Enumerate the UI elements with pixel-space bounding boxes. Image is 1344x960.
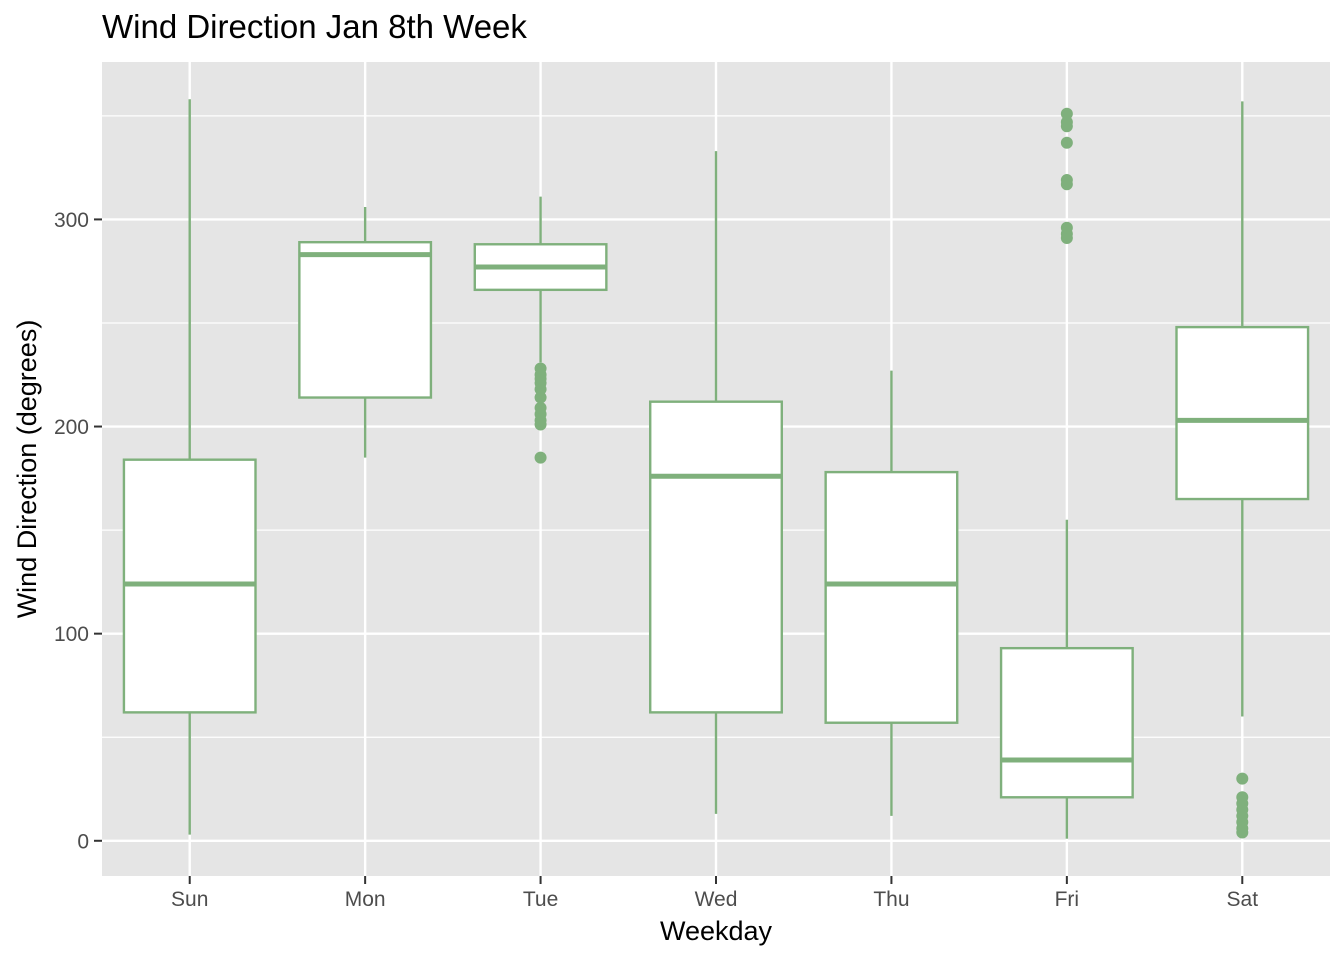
outlier-point <box>534 362 547 375</box>
y-tick-label: 300 <box>54 209 89 232</box>
x-axis-title: Weekday <box>660 916 773 946</box>
box-iqr <box>649 400 783 714</box>
box-mon <box>298 206 433 458</box>
box-thu <box>824 370 959 816</box>
x-tick-label: Sun <box>171 888 208 911</box>
outlier-point <box>1060 136 1073 149</box>
box-iqr <box>824 470 959 724</box>
box-series <box>122 99 1310 839</box>
outlier-point <box>534 451 547 464</box>
x-tick-label: Tue <box>523 888 558 911</box>
x-tick-label: Wed <box>695 888 738 911</box>
box-iqr <box>999 646 1134 799</box>
x-tick-label: Thu <box>873 888 909 911</box>
outlier-point <box>1060 221 1073 234</box>
box-wed <box>649 151 783 814</box>
outlier-point <box>534 401 547 414</box>
chart-title: Wind Direction Jan 8th Week <box>102 8 527 45</box>
box-sun <box>122 99 257 835</box>
x-tick-label: Mon <box>345 888 386 911</box>
box-iqr <box>1175 325 1310 501</box>
outlier-point <box>1060 174 1073 187</box>
y-axis-title: Wind Direction (degrees) <box>12 320 42 619</box>
y-tick-label: 0 <box>77 830 89 853</box>
x-axis: Sun Mon Tue Wed Thu Fri Sat <box>171 876 1258 911</box>
y-axis: 0 100 200 300 <box>54 209 102 853</box>
y-tick-label: 200 <box>54 416 89 439</box>
outlier-point <box>1060 116 1073 129</box>
box-tue <box>473 196 608 464</box>
x-tick-label: Sat <box>1227 888 1259 911</box>
outlier-point <box>534 391 547 404</box>
x-tick-label: Fri <box>1055 888 1080 911</box>
outlier-point <box>1236 791 1249 804</box>
box-sat <box>1175 101 1310 839</box>
outlier-point <box>1236 772 1249 785</box>
outlier-point <box>1060 107 1073 120</box>
box-iqr <box>298 240 433 399</box>
box-fri <box>999 107 1134 839</box>
y-tick-label: 100 <box>54 623 89 646</box>
